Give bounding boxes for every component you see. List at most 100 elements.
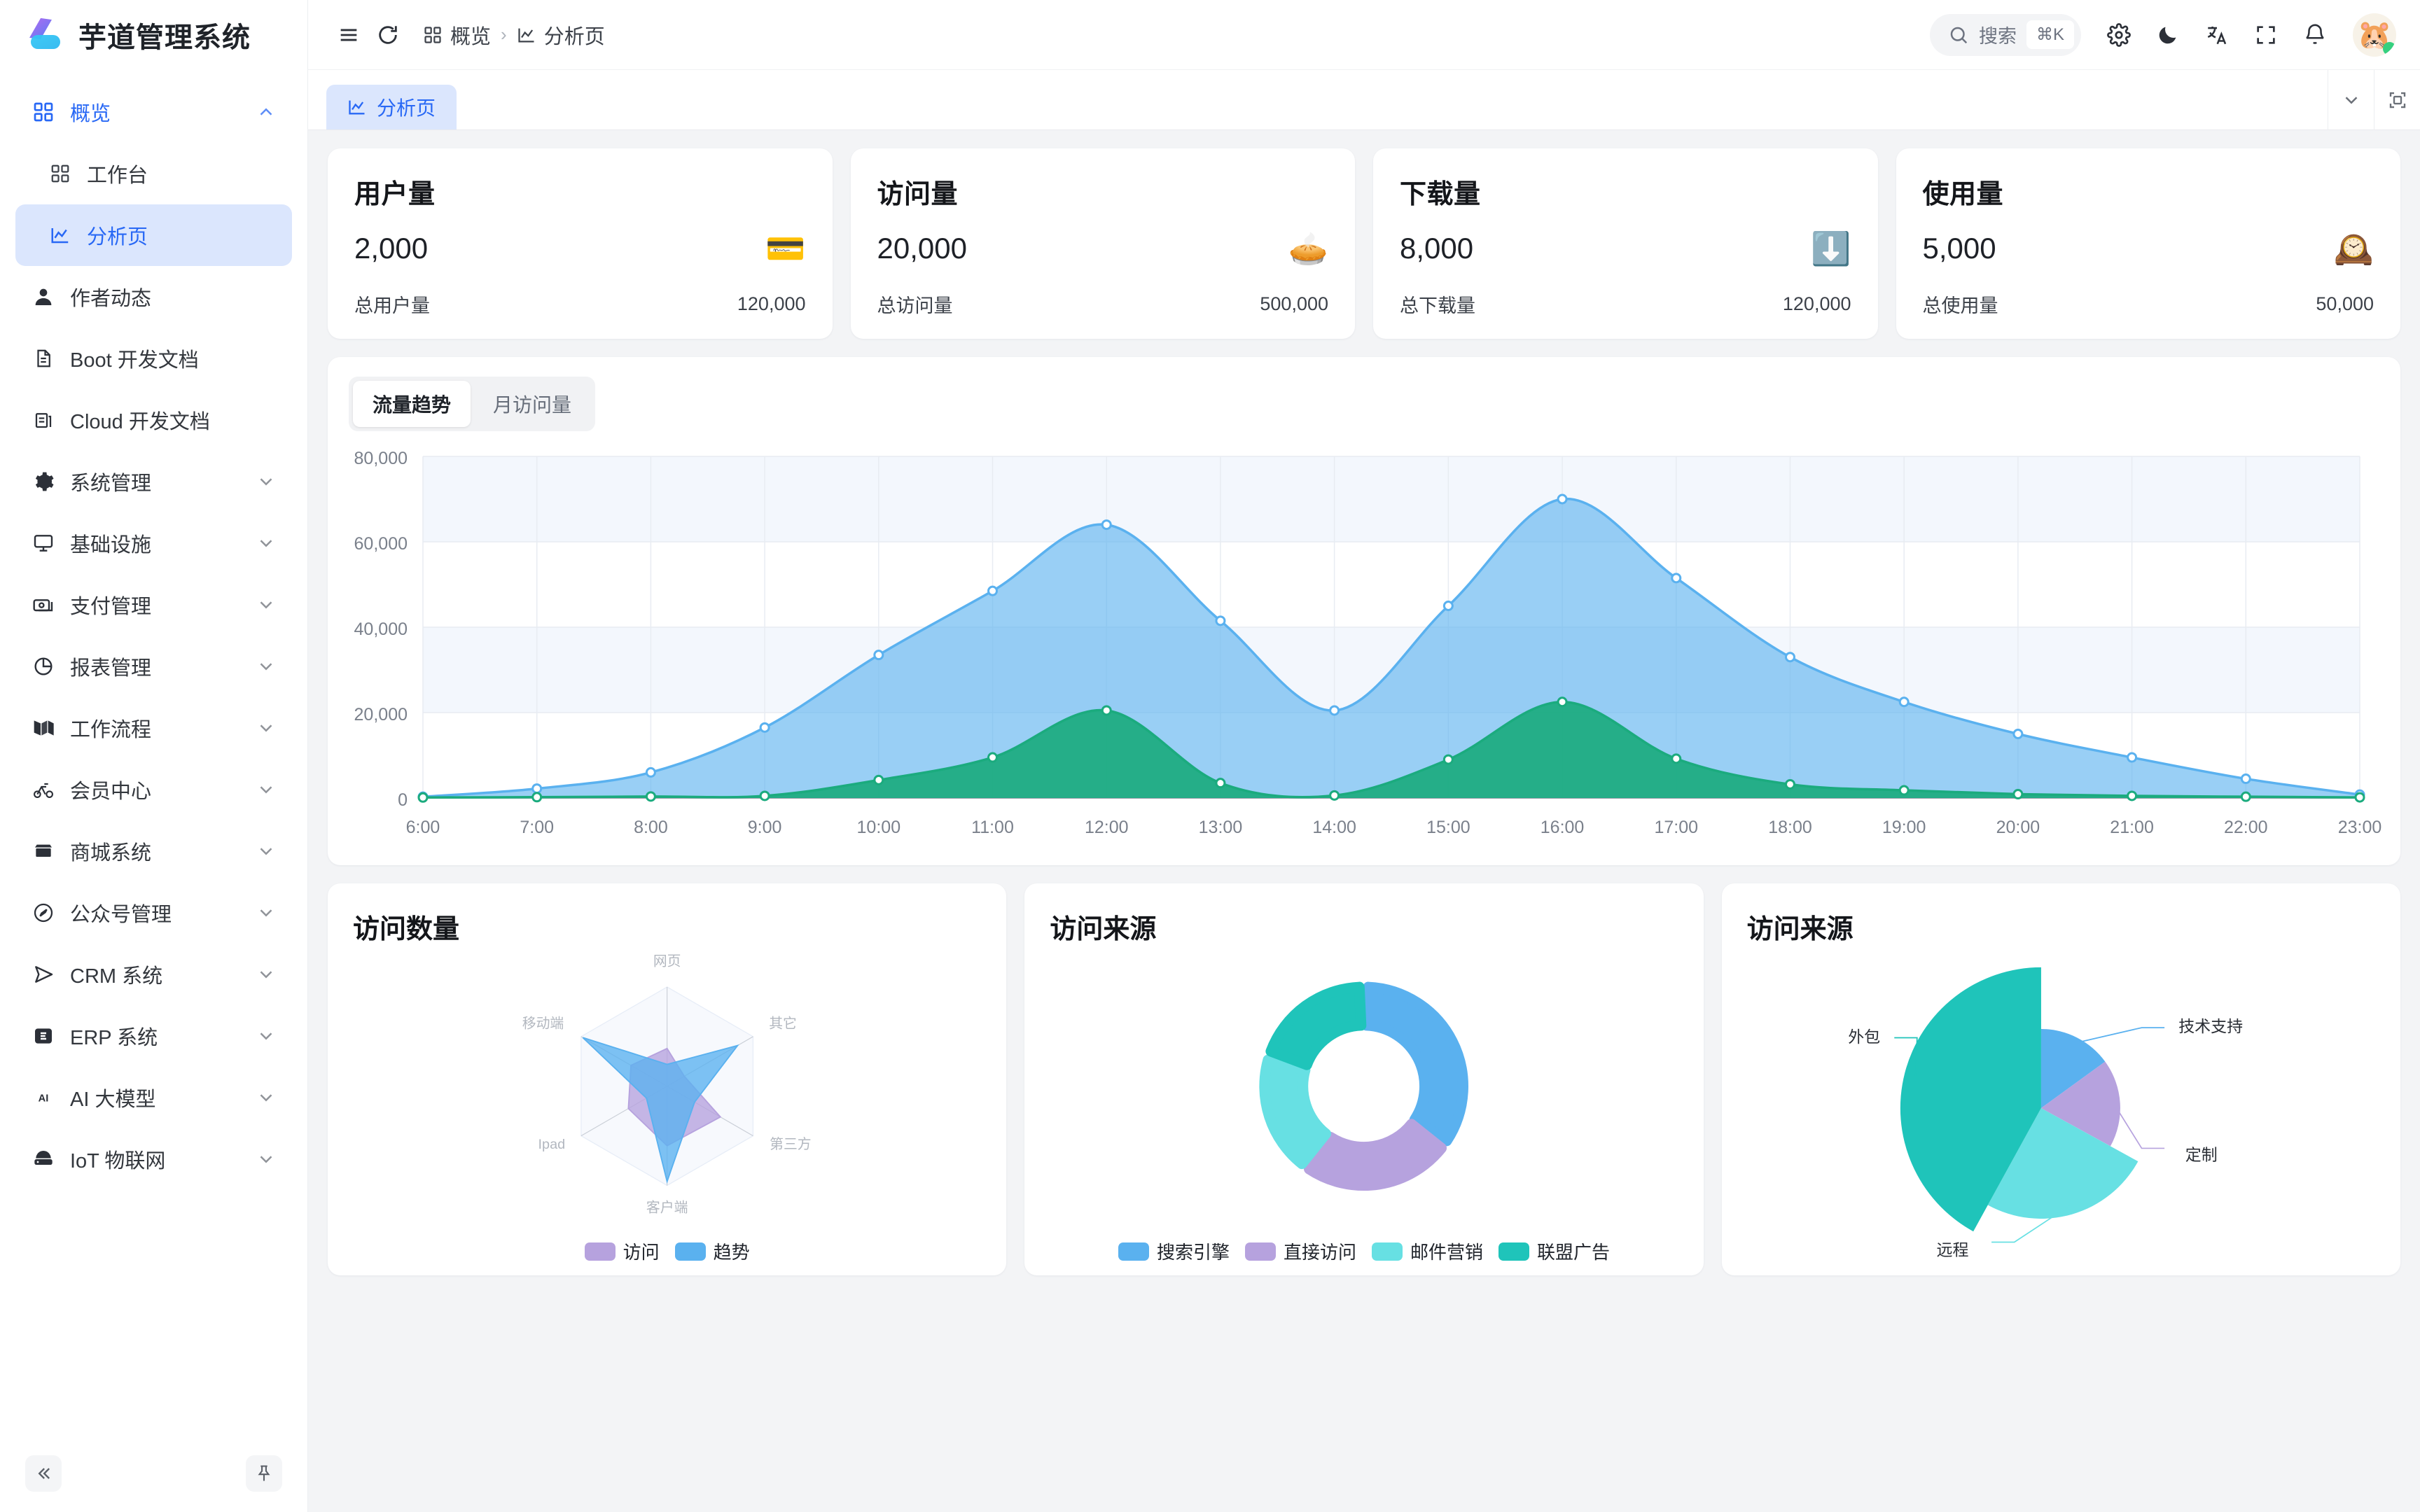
download-icon: ⬇️ <box>1811 230 1851 267</box>
chevron-down-icon <box>256 779 277 800</box>
chevron-down-icon <box>256 594 277 615</box>
monitor-icon <box>31 531 56 556</box>
erp-icon <box>31 1023 56 1049</box>
collapse-sidebar-button[interactable] <box>25 1455 62 1492</box>
sidebar-item-workbench[interactable]: 工作台 <box>15 143 292 204</box>
stat-card-usage: 使用量 5,000 🕰️ 总使用量 50,000 <box>1896 148 2400 339</box>
sidebar-footer <box>0 1435 307 1512</box>
legend-label: 联盟广告 <box>1537 1242 1611 1263</box>
svg-text:19:00: 19:00 <box>1882 818 1926 837</box>
sidebar-item-overview[interactable]: 概览 <box>15 81 292 143</box>
fullscreen-icon[interactable] <box>2246 15 2286 55</box>
svg-text:客户端: 客户端 <box>646 1200 688 1216</box>
bottom-card-row: 访问数量 网页 其它 第三方 客户端 Ipad 移动端 访问 趋势 <box>328 883 2400 1275</box>
chevron-down-icon <box>256 656 277 677</box>
tab-monthly-visits[interactable]: 月访问量 <box>493 394 572 416</box>
svg-text:0: 0 <box>398 790 408 810</box>
radar-chart[interactable]: 网页 其它 第三方 客户端 Ipad 移动端 <box>328 951 1006 1215</box>
pin-icon[interactable] <box>246 1455 282 1492</box>
gear-icon[interactable] <box>2099 15 2139 55</box>
sidebar-item-report-management[interactable]: 报表管理 <box>15 636 292 697</box>
sidebar-item-label: Boot 开发文档 <box>70 349 199 372</box>
sidebar-item-label: 商城系统 <box>70 842 152 864</box>
grid-icon <box>48 161 73 186</box>
sidebar-item-label: 报表管理 <box>70 657 152 680</box>
stat-value: 5,000 <box>1922 232 1996 265</box>
tab-analysis[interactable]: 分析页 <box>326 85 457 130</box>
sidebar-item-official-account[interactable]: 公众号管理 <box>15 882 292 944</box>
brand[interactable]: 芋道管理系统 <box>0 0 307 70</box>
area-chart[interactable]: 0 20,000 40,000 60,000 80,000 6:00 7:00 8:00 9:0… <box>349 444 2382 853</box>
sidebar-item-erp-system[interactable]: ERP 系统 <box>15 1005 292 1067</box>
sidebar-item-crm-system[interactable]: CRM 系统 <box>15 944 292 1005</box>
sidebar-item-iot[interactable]: IoT 物联网 <box>15 1128 292 1190</box>
tabs-dropdown-button[interactable] <box>2328 70 2374 130</box>
sidebar-item-author-news[interactable]: 作者动态 <box>15 266 292 328</box>
sidebar-item-label: 会员中心 <box>70 780 152 803</box>
svg-text:9:00: 9:00 <box>748 818 782 837</box>
translate-icon[interactable] <box>2197 15 2237 55</box>
stat-footer: 总访问量 500,000 <box>877 290 1329 318</box>
refresh-icon[interactable] <box>368 15 408 55</box>
grid-icon <box>423 25 443 45</box>
sidebar-item-boot-docs[interactable]: Boot 开发文档 <box>15 328 292 389</box>
legend-label: 访问 <box>623 1242 660 1263</box>
search-icon <box>1948 24 1969 46</box>
sidebar-item-workflow[interactable]: 工作流程 <box>15 697 292 759</box>
avatar[interactable]: 🐹 <box>2353 13 2396 57</box>
stat-card-downloads: 下载量 8,000 ⬇️ 总下载量 120,000 <box>1373 148 1878 339</box>
chevron-down-icon <box>256 902 277 923</box>
stat-title: 使用量 <box>1922 180 2004 209</box>
ai-icon: AI <box>31 1085 56 1110</box>
legend-item[interactable]: 趋势 <box>674 1238 750 1264</box>
legend-label: 邮件营销 <box>1410 1242 1483 1263</box>
tabstrip-controls <box>2328 70 2420 130</box>
legend-item[interactable]: 联盟广告 <box>1498 1238 1610 1264</box>
hamburger-icon[interactable] <box>329 15 368 55</box>
brand-title: 芋道管理系统 <box>78 22 251 53</box>
breadcrumb-item-overview[interactable]: 概览 <box>423 20 491 50</box>
sidebar-item-cloud-docs[interactable]: Cloud 开发文档 <box>15 389 292 451</box>
content-fullscreen-button[interactable] <box>2374 70 2420 130</box>
legend-label: 直接访问 <box>1283 1242 1356 1263</box>
legend-item[interactable]: 搜索引擎 <box>1118 1238 1230 1264</box>
sidebar-item-member-center[interactable]: 会员中心 <box>15 759 292 820</box>
svg-text:12:00: 12:00 <box>1085 818 1129 837</box>
moon-icon[interactable] <box>2148 15 2188 55</box>
trend-tabs: 流量趋势 月访问量 <box>349 377 596 431</box>
stat-foot-label: 总访问量 <box>877 295 953 316</box>
legend-swatch <box>584 1242 616 1261</box>
compass-icon <box>31 900 56 925</box>
rose-pie-chart[interactable]: 技术支持 定制 远程 外包 <box>1722 951 2400 1266</box>
sidebar-item-system-management[interactable]: 系统管理 <box>15 451 292 512</box>
donut-chart[interactable] <box>1024 951 1703 1215</box>
user-icon <box>31 284 56 309</box>
stat-foot-label: 总下载量 <box>1400 295 1475 316</box>
legend-item[interactable]: 访问 <box>584 1238 660 1264</box>
tab-traffic-trend[interactable]: 流量趋势 <box>353 381 471 427</box>
sidebar-item-analysis[interactable]: 分析页 <box>15 204 292 266</box>
legend-item[interactable]: 邮件营销 <box>1371 1238 1483 1264</box>
svg-text:15:00: 15:00 <box>1426 818 1470 837</box>
stat-main: 5,000 🕰️ <box>1923 232 2374 265</box>
search-input[interactable]: 搜索 ⌘K <box>1929 13 2081 56</box>
stat-value: 2,000 <box>354 232 429 265</box>
stat-card-visits: 访问量 20,000 🥧 总访问量 500,000 <box>850 148 1355 339</box>
credit-card-icon: 💳 <box>765 230 806 267</box>
sidebar-item-label: 系统管理 <box>70 472 152 495</box>
legend-swatch <box>1498 1242 1529 1261</box>
svg-text:第三方: 第三方 <box>770 1137 811 1152</box>
bell-icon[interactable] <box>2295 15 2335 55</box>
shop-icon <box>31 839 56 864</box>
radar-legend: 访问 趋势 <box>328 1238 1006 1264</box>
chevron-up-icon <box>256 102 277 122</box>
main-area: 概览 › 分析页 <box>308 0 2420 1512</box>
documents-icon <box>31 407 56 433</box>
sidebar-item-infrastructure[interactable]: 基础设施 <box>15 512 292 574</box>
chevron-down-icon <box>256 1149 277 1170</box>
breadcrumb-item-analysis[interactable]: 分析页 <box>517 20 605 50</box>
legend-item[interactable]: 直接访问 <box>1244 1238 1356 1264</box>
sidebar-item-ai-model[interactable]: AI AI 大模型 <box>15 1067 292 1128</box>
sidebar-item-payment-management[interactable]: 支付管理 <box>15 574 292 636</box>
sidebar-item-mall-system[interactable]: 商城系统 <box>15 820 292 882</box>
